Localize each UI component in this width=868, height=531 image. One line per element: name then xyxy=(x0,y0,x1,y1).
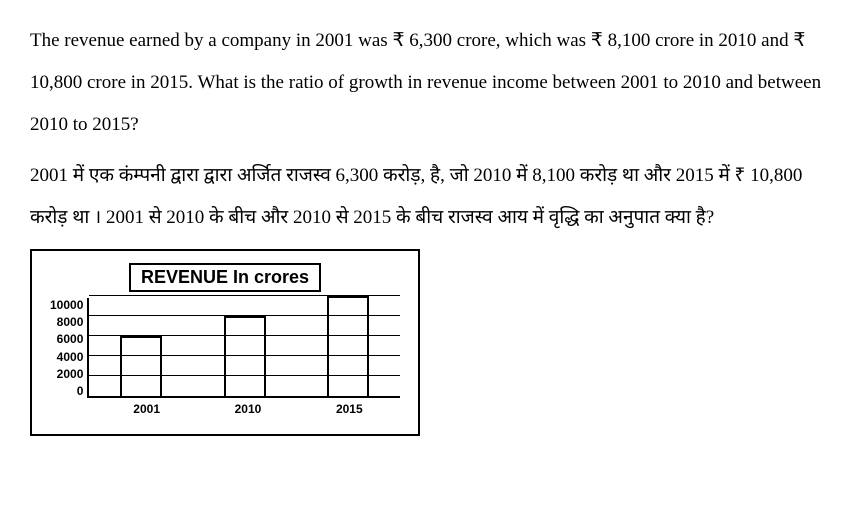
y-tick-label: 6000 xyxy=(57,332,84,346)
bar-2001 xyxy=(120,336,162,396)
x-tick-label: 2015 xyxy=(328,402,370,416)
bar-2010 xyxy=(224,316,266,396)
chart-y-axis: 10000 8000 6000 4000 2000 0 xyxy=(50,298,87,398)
grid-line xyxy=(89,295,400,296)
bar-2015 xyxy=(327,296,369,396)
grid-line xyxy=(89,315,400,316)
chart-bars xyxy=(89,298,400,396)
question-english: The revenue earned by a company in 2001 … xyxy=(30,20,838,145)
chart-x-axis: 2001 2010 2015 xyxy=(96,402,400,416)
grid-line xyxy=(89,355,400,356)
chart-plot-area xyxy=(87,298,400,398)
y-tick-label: 4000 xyxy=(57,350,84,364)
grid-line xyxy=(89,375,400,376)
y-tick-label: 2000 xyxy=(57,367,84,381)
x-tick-label: 2010 xyxy=(227,402,269,416)
revenue-chart: REVENUE In crores 10000 8000 6000 4000 2000 0… xyxy=(30,249,420,436)
question-hindi: 2001 में एक कंम्पनी द्वारा द्वारा अर्जित… xyxy=(30,155,838,239)
grid-line xyxy=(89,335,400,336)
x-tick-label: 2001 xyxy=(126,402,168,416)
y-tick-label: 10000 xyxy=(50,298,83,312)
y-tick-label: 0 xyxy=(77,384,84,398)
chart-title: REVENUE In crores xyxy=(129,263,321,292)
y-tick-label: 8000 xyxy=(57,315,84,329)
